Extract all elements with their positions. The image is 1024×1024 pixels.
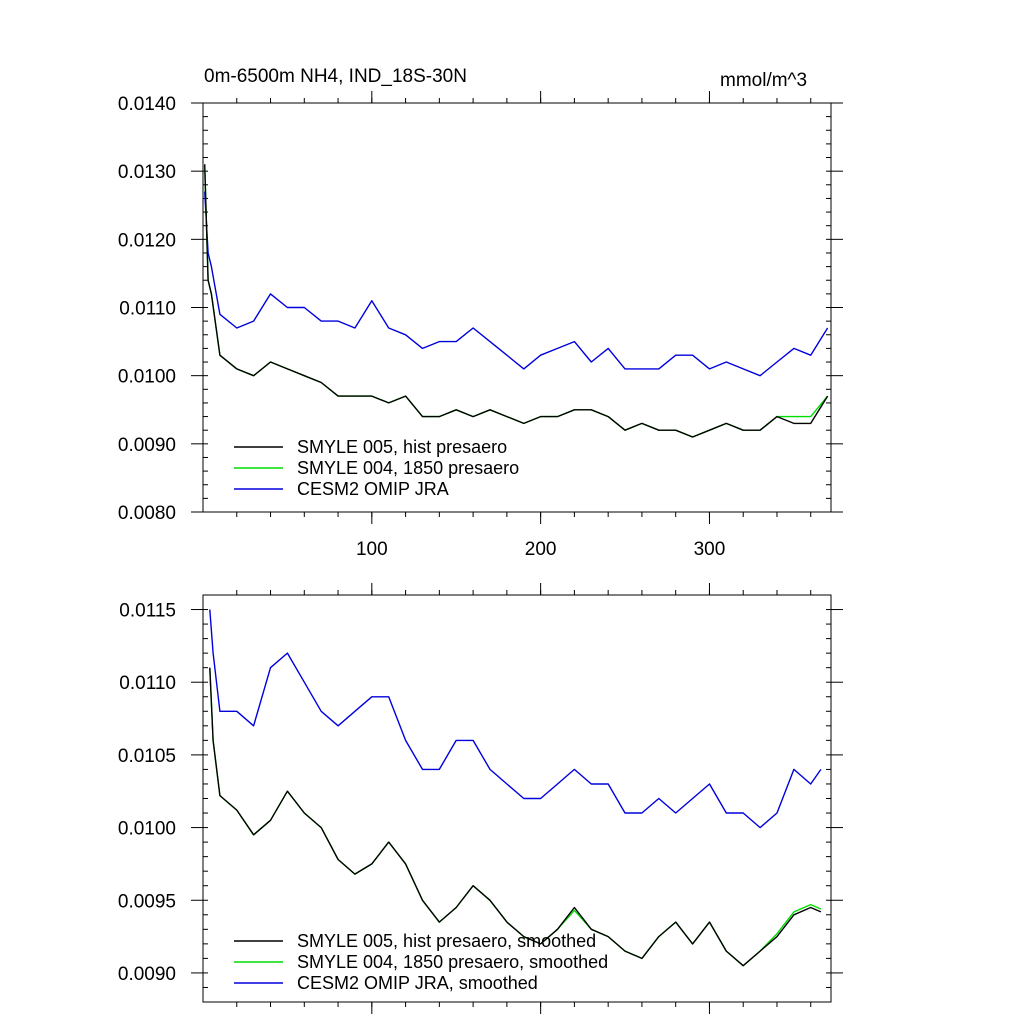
y-tick-label: 0.0115 <box>119 601 176 622</box>
series-line-bottom-2 <box>209 609 822 829</box>
chart-title: 0m-6500m NH4, IND_18S-30N <box>204 66 467 87</box>
y-tick-label: 0.0100 <box>118 367 176 388</box>
y-tick-label: 0.0110 <box>119 673 176 694</box>
series-line-top-2 <box>204 191 829 377</box>
y-tick-label: 0.0090 <box>118 435 176 456</box>
y-tick-label: 0.0105 <box>118 746 176 767</box>
legend-label-1: SMYLE 004, 1850 presaero, smoothed <box>297 952 608 972</box>
legend-label-0: SMYLE 005, hist presaero, smoothed <box>297 931 596 951</box>
series-line-bottom-1 <box>209 667 822 967</box>
legend-label-0: SMYLE 005, hist presaero <box>297 437 507 457</box>
y-tick-label: 0.0080 <box>118 503 176 524</box>
units-label: mmol/m^3 <box>720 70 808 91</box>
legend-label-1: SMYLE 004, 1850 presaero <box>297 458 519 478</box>
series-line-top-0 <box>204 164 829 438</box>
y-tick-label: 0.0100 <box>118 819 176 840</box>
x-tick-label: 300 <box>694 539 726 560</box>
x-tick-label: 100 <box>356 539 388 560</box>
y-tick-label: 0.0140 <box>118 94 176 115</box>
y-tick-label: 0.0095 <box>118 891 176 912</box>
legend-label-2: CESM2 OMIP JRA, smoothed <box>297 973 538 993</box>
x-tick-label: 200 <box>525 539 557 560</box>
legend-label-2: CESM2 OMIP JRA <box>297 479 449 499</box>
y-tick-label: 0.0120 <box>118 230 176 251</box>
series-line-bottom-0 <box>209 667 822 967</box>
y-tick-label: 0.0090 <box>118 964 176 985</box>
y-tick-label: 0.0130 <box>118 162 176 183</box>
y-tick-label: 0.0110 <box>119 299 176 320</box>
series-line-top-1 <box>204 164 829 438</box>
